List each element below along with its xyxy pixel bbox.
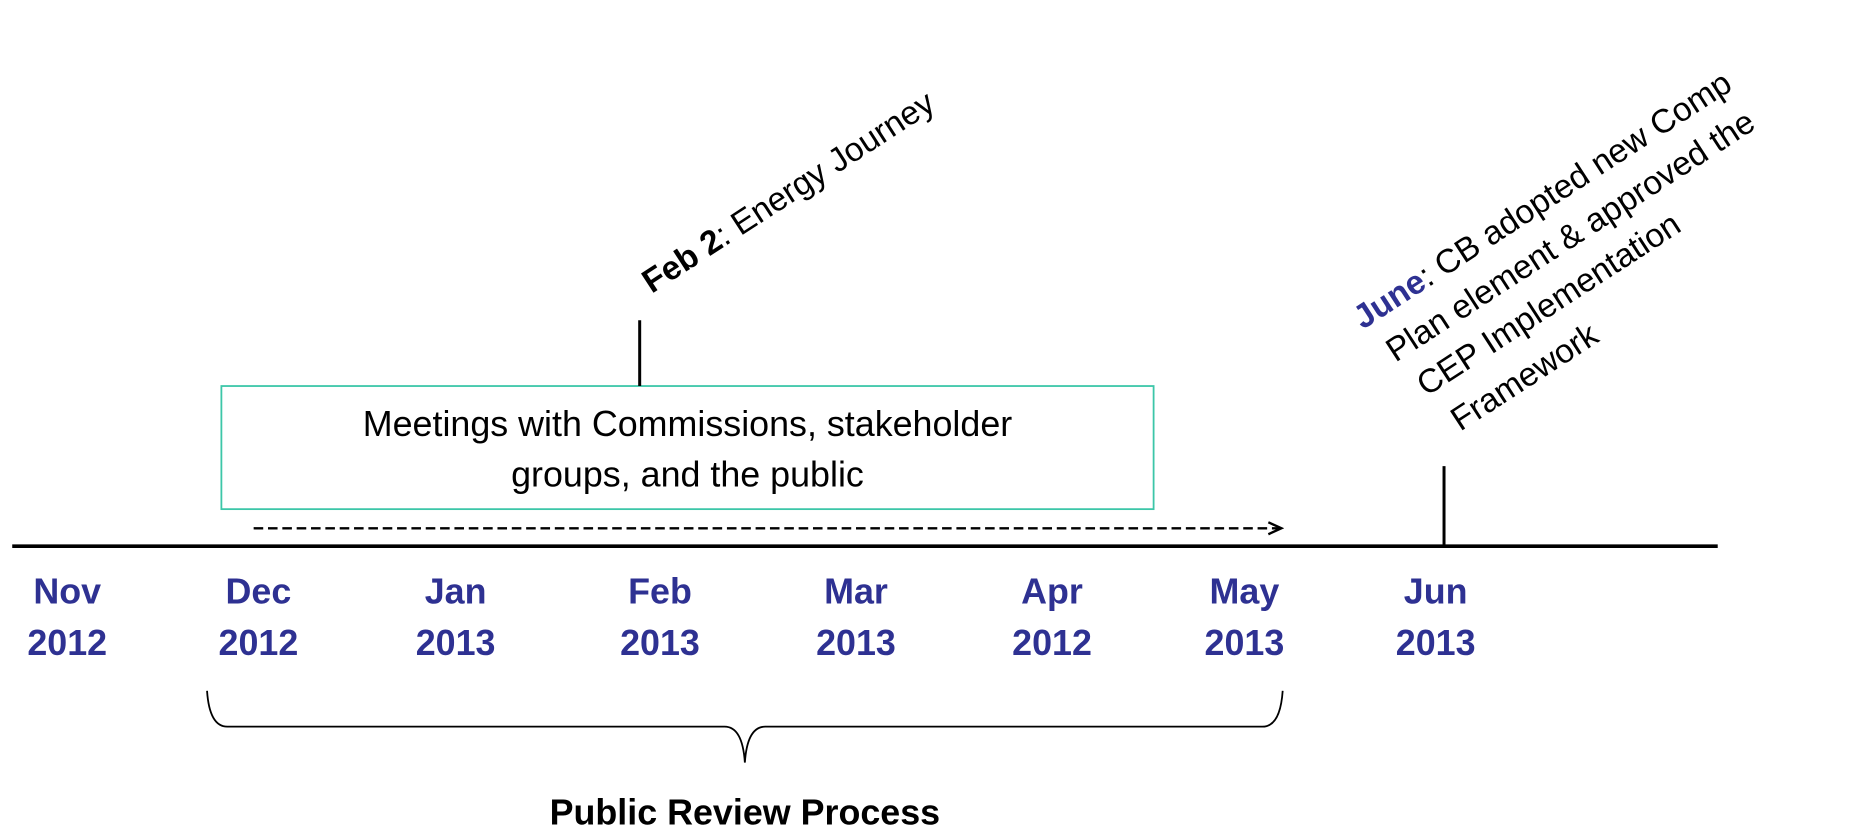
month-year: 2013 <box>620 623 700 663</box>
month-labels: Nov 2012 Dec 2012 Jan 2013 Feb 2013 Mar 2013 Apr 20… <box>27 572 1475 663</box>
box-line: groups, and the public <box>511 454 864 494</box>
feb-annotation: Feb 2: Energy Journey <box>636 84 942 301</box>
month-year: 2012 <box>1012 623 1092 663</box>
bracket-label: Public Review Process <box>550 793 940 833</box>
month-year: 2012 <box>219 623 299 663</box>
month-month: May <box>1210 572 1280 612</box>
meetings-box <box>220 385 1155 511</box>
month-month: Jan <box>425 572 487 612</box>
svg-text:June: CB adopted new Comp: June: CB adopted new Comp Plan element &… <box>1347 59 1822 452</box>
curly-bracket <box>206 690 1284 763</box>
month-year: 2012 <box>27 623 107 663</box>
feb-date: Feb 2 <box>636 222 729 301</box>
month-year: 2013 <box>816 623 896 663</box>
feb-text: : Energy Journey <box>709 84 941 253</box>
month-month: Jun <box>1404 572 1468 612</box>
month-year: 2013 <box>1205 623 1285 663</box>
month-year: 2013 <box>416 623 496 663</box>
svg-text:Feb 2: Energy Journey: Feb 2: Energy Journey <box>636 84 942 301</box>
month-year: 2013 <box>1396 623 1476 663</box>
box-line: Meetings with Commissions, stakeholder <box>363 404 1012 444</box>
month-month: Nov <box>33 572 101 612</box>
month-month: Dec <box>226 572 292 612</box>
month-month: Feb <box>628 572 692 612</box>
june-annotation: June: CB adopted new Comp Plan element &… <box>1347 59 1822 452</box>
month-month: Apr <box>1021 572 1083 612</box>
month-month: Mar <box>824 572 888 612</box>
